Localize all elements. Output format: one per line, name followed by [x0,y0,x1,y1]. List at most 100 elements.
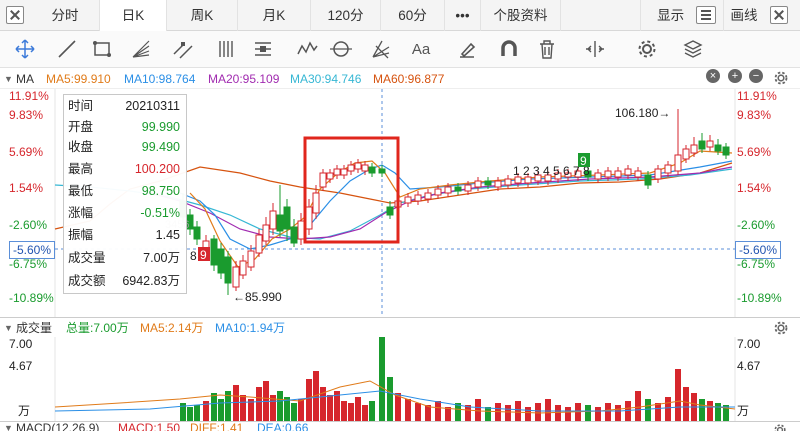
candlestick-chart[interactable]: ←85.990 106.180→ 1 2 3 4 5 6 7 8 9 8 9 3… [0,89,800,317]
y-axis-left-label: 1.54% [9,181,44,195]
pane-close-icon[interactable]: × [706,69,720,83]
tab-weekly-k[interactable]: 周K [167,0,238,31]
tab-intraday[interactable]: 分时 [31,0,100,31]
magnet-icon[interactable] [494,35,524,63]
pane-settings-gear-icon[interactable] [773,70,789,92]
volume-bar [180,403,186,421]
tab-60min[interactable]: 60分 [381,0,445,31]
open-label: 开盘 [68,120,94,134]
trash-icon[interactable] [532,35,562,63]
pane-expand-icon[interactable]: + [728,69,742,83]
amplitude-label: 振幅 [68,228,94,242]
crosshair-move-icon[interactable] [10,35,40,63]
ma20-value: MA20:95.109 [208,72,280,86]
candle-body [340,168,348,176]
collapse-arrow-icon[interactable]: ▼ [4,74,13,84]
layers-icon[interactable] [678,35,708,63]
highlighter-pen-icon[interactable] [452,35,482,63]
volume-bar [615,405,621,421]
date-value: 20210311 [125,99,180,113]
amplitude-value: 1.45 [155,228,180,242]
wave-pattern-icon[interactable] [292,35,322,63]
fan-lines-icon[interactable] [126,35,156,63]
volume-bar [362,405,368,421]
candle-body [644,174,652,186]
candle-body [319,172,327,188]
volume-ma10: MA10:1.94万 [215,321,286,335]
cycle-circle-icon[interactable] [326,35,356,63]
tab-120min[interactable]: 120分 [311,0,381,31]
ma-legend: ▼ MA MA5:99.910 MA10:98.764 MA20:95.109 … [0,69,800,89]
y-axis-right-label: 5.69% [737,145,772,159]
volume-bar [605,403,611,421]
vertical-lines-icon[interactable] [212,35,242,63]
candle-body [297,220,305,240]
volume-label[interactable]: 成交量 [16,321,53,335]
y-axis-left-label: -2.60% [9,218,48,232]
macd-dea: DEA:0.66 [257,421,309,431]
volume-bar [505,405,511,421]
fibonacci-levels-icon[interactable] [248,35,278,63]
candle-body [247,250,255,268]
rectangle-tool-icon[interactable] [87,35,117,63]
close-right-icon[interactable] [770,6,788,24]
pane-shrink-icon[interactable]: − [749,69,763,83]
candle-body [494,180,502,188]
draw-line-button[interactable]: 画线 [730,8,758,23]
volume-bar [555,405,561,421]
volume-bar [465,405,471,421]
candle-body [262,224,270,242]
volume-bar [665,397,671,421]
tab-daily-k[interactable]: 日K [100,0,167,31]
candle-body [269,210,277,230]
volume-bar [485,407,491,421]
candle-body [514,176,522,184]
more-periods-button[interactable]: ••• [445,0,481,31]
candle-body [193,226,201,240]
change-value: -0.51% [140,206,180,220]
volume-axis-left: 7.00 [9,337,33,351]
volume-bar [291,403,297,421]
volume-settings-gear-icon[interactable] [773,320,789,342]
volume-collapse-arrow-icon[interactable]: ▼ [4,323,13,333]
volume-bar [277,391,283,421]
change-label: 涨幅 [68,206,94,220]
macd-label[interactable]: MACD(12,26,9) [16,421,100,431]
gear-icon[interactable] [632,35,662,63]
sequence-nine-badge [578,153,590,167]
volume-bar [595,407,601,421]
candle-info-panel: 时间 20210311 开盘 99.990 收盘 99.490 最高 100.200 最… [63,94,187,294]
volume-bar [455,403,461,421]
candle-body [305,206,313,230]
line-segment-icon[interactable] [52,35,82,63]
macd-settings-gear-icon[interactable] [773,423,787,431]
tab-monthly-k[interactable]: 月K [238,0,311,31]
volume-chart[interactable] [0,337,800,421]
cursor-value-right: -5.60% [735,241,782,259]
close-label: 收盘 [68,140,94,154]
tab-stock-profile[interactable]: 个股资料 [481,0,561,31]
ma-label[interactable]: MA [16,72,34,86]
sequence-eight-marker: 8 [190,249,197,263]
split-view-icon[interactable] [580,35,610,63]
gann-fan-icon[interactable] [366,35,396,63]
y-axis-left-label: -6.75% [9,257,48,271]
candle-body [544,174,552,182]
volume-bar [645,399,651,421]
turnover-value: 6942.83万 [122,274,180,288]
text-annotation-icon[interactable]: Aa [411,40,431,58]
candle-body [347,164,355,172]
macd-value: MACD:1.50 [118,421,181,431]
parallel-channel-icon[interactable] [168,35,198,63]
close-icon[interactable] [6,6,24,24]
macd-collapse-arrow-icon[interactable]: ▼ [4,423,13,431]
candle-body [283,206,291,230]
volume-bar [545,399,551,421]
volume-bar [435,401,441,421]
y-axis-right-label: -2.60% [737,218,776,232]
hamburger-menu-icon[interactable] [696,6,716,24]
candle-body [484,180,492,186]
volume-bar [565,407,571,421]
open-value: 99.990 [141,120,180,134]
highlight-box [303,136,400,244]
